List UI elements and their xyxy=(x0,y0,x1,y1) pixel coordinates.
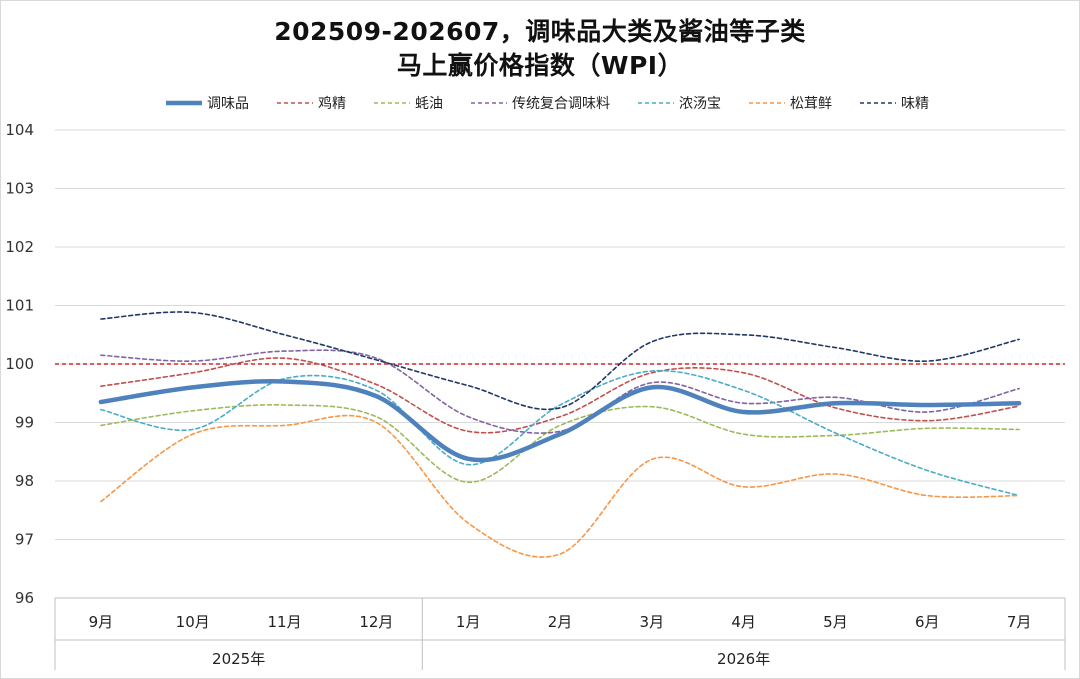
x-tick-label: 4月 xyxy=(731,613,756,631)
chart-gridlines xyxy=(55,129,1065,599)
x-tick-label: 9月 xyxy=(89,613,114,631)
x-axis: 2025年 2026年 9月 10月 11月 12月 1月 2月 3月 4月 5月 6月 7月 xyxy=(54,597,1066,670)
series-line-3 xyxy=(100,404,1020,484)
x-group-label: 2026年 xyxy=(717,650,770,668)
y-tick-label: 102 xyxy=(5,238,34,256)
y-axis: 96 97 98 99 100 101 102 103 104 xyxy=(5,121,34,607)
legend-item: 松茸鲜 xyxy=(749,96,832,112)
x-tick-label: 11月 xyxy=(267,613,301,631)
x-tick-label: 6月 xyxy=(915,613,940,631)
legend-label: 传统复合调味料 xyxy=(512,95,610,112)
series-line-4 xyxy=(100,349,1020,434)
legend-label: 松茸鲜 xyxy=(790,96,832,112)
chart-title-line-1: 202509-202607，调味品大类及酱油等子类 xyxy=(274,17,806,46)
legend-item: 味精 xyxy=(860,96,929,112)
legend-item: 传统复合调味料 xyxy=(471,95,610,112)
x-tick-label: 3月 xyxy=(640,613,665,631)
y-tick-label: 100 xyxy=(5,355,34,373)
series-line-2 xyxy=(100,357,1020,434)
x-tick-label: 7月 xyxy=(1007,613,1032,631)
x-group-label: 2025年 xyxy=(212,650,265,668)
y-tick-label: 98 xyxy=(15,472,34,490)
y-tick-label: 99 xyxy=(15,414,34,432)
series-line-7 xyxy=(100,311,1020,411)
x-tick-label: 2月 xyxy=(548,613,573,631)
chart-title-line-2: 马上赢价格指数（WPI） xyxy=(396,51,684,80)
x-tick-label: 12月 xyxy=(359,613,393,631)
y-tick-label: 97 xyxy=(15,531,34,549)
x-tick-label: 5月 xyxy=(823,613,848,631)
x-tick-label: 1月 xyxy=(456,613,481,631)
series-line-1 xyxy=(98,378,1022,463)
legend-label: 味精 xyxy=(901,96,929,112)
chart-legend: 调味品 鸡精 蚝油 传统复合调味料 浓汤宝 松茸鲜 味精 xyxy=(166,95,929,112)
y-tick-label: 101 xyxy=(5,297,34,315)
legend-item: 鸡精 xyxy=(277,95,346,112)
series-line-6 xyxy=(100,414,1020,558)
legend-label: 调味品 xyxy=(207,96,249,112)
y-tick-label: 103 xyxy=(5,180,34,198)
legend-label: 鸡精 xyxy=(318,95,346,112)
series-line-5 xyxy=(100,369,1020,497)
legend-item: 浓汤宝 xyxy=(638,96,721,112)
y-tick-label: 96 xyxy=(15,589,34,607)
legend-label: 蚝油 xyxy=(415,96,443,112)
legend-label: 浓汤宝 xyxy=(679,96,721,112)
legend-item: 调味品 xyxy=(166,96,249,112)
y-tick-label: 104 xyxy=(5,121,34,139)
legend-item: 蚝油 xyxy=(374,96,443,112)
x-tick-label: 10月 xyxy=(176,613,210,631)
chart-series xyxy=(98,311,1022,558)
